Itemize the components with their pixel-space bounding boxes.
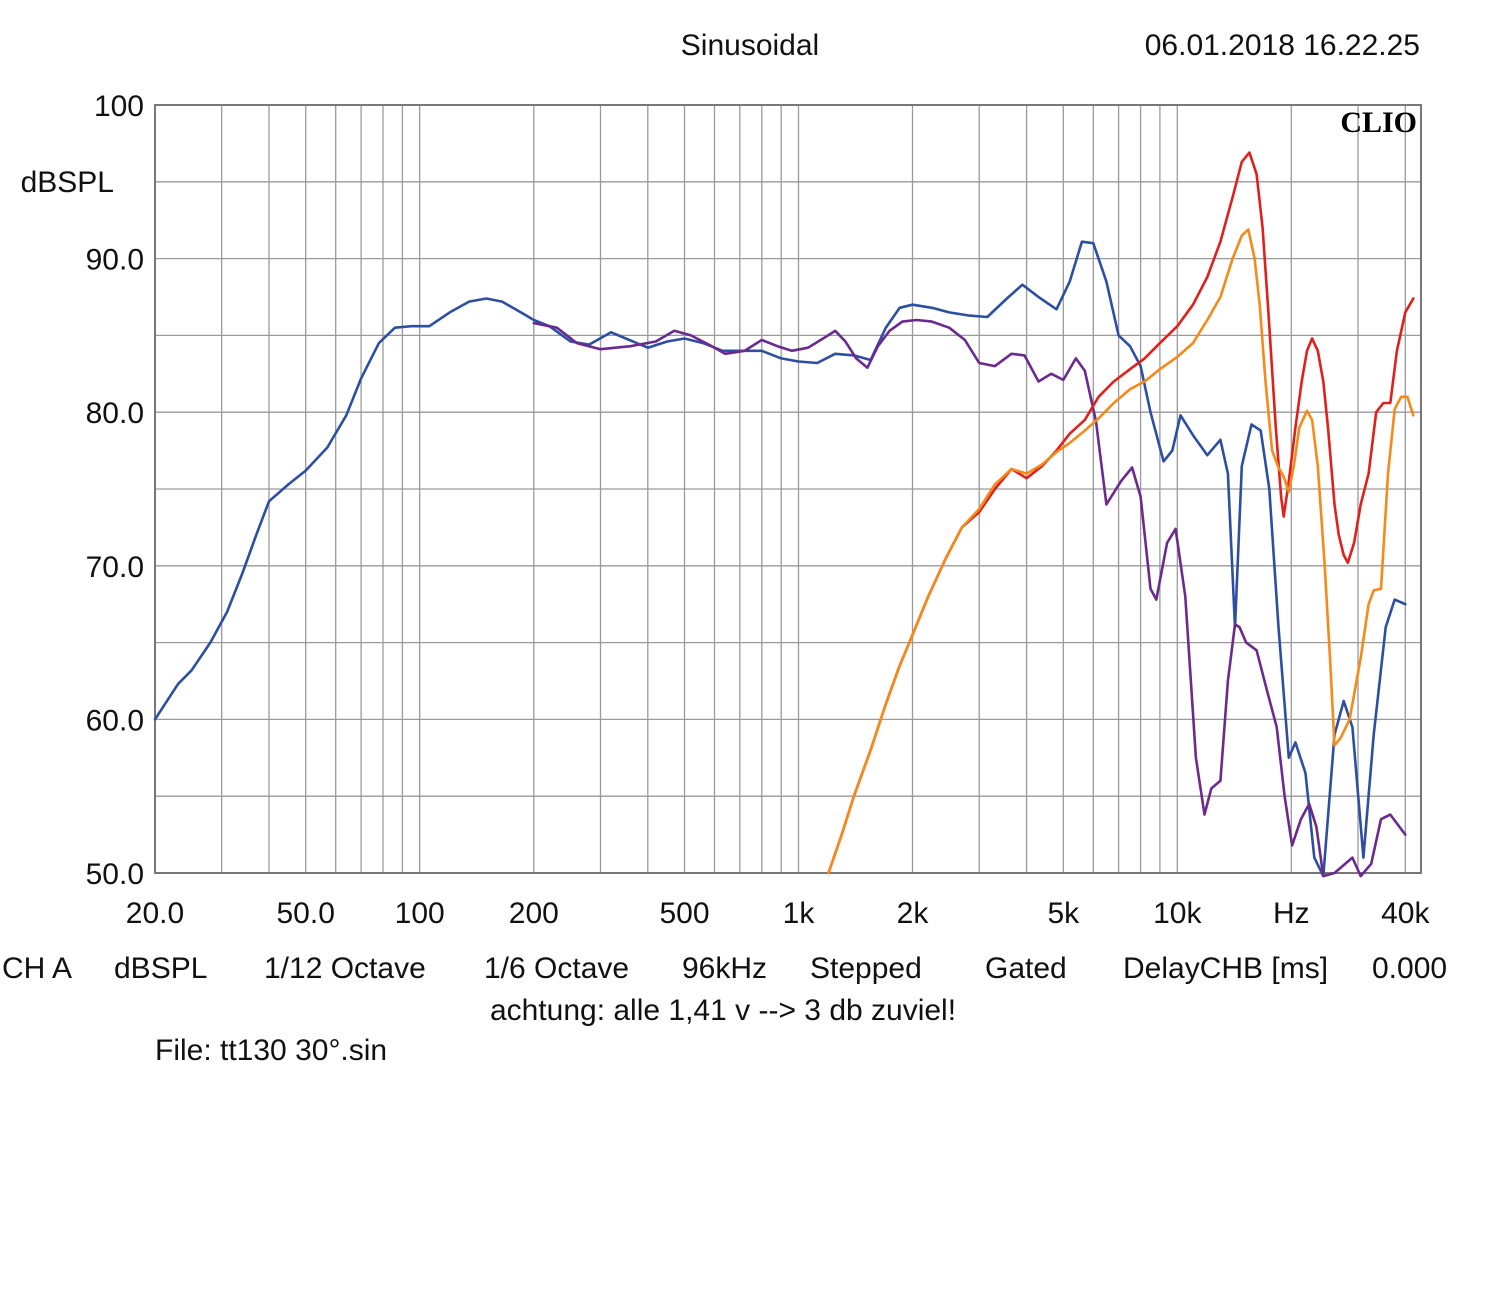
x-tick-labels: 20.0 50.0 100 200 500 1k 2k 5k 10k Hz 40k (126, 897, 1431, 930)
x-tick-label: Hz (1273, 897, 1310, 930)
x-tick-label: 500 (659, 897, 709, 930)
chart-series (153, 151, 1415, 878)
measurement-datetime: 06.01.2018 16.22.25 (1145, 29, 1420, 62)
x-tick-label: 5k (1047, 897, 1080, 930)
setting-sample-rate: 96kHz (682, 952, 768, 985)
x-tick-label: 2k (897, 897, 930, 930)
x-tick-label: 20.0 (126, 897, 184, 930)
y-tick-labels: 100 90.0 80.0 70.0 60.0 50.0 (86, 90, 144, 891)
clio-brand-logo: CLIO (1340, 106, 1417, 139)
frequency-response-chart: Sinusoidal 06.01.2018 16.22.25 100 90.0 80… (21, 29, 1431, 930)
x-tick-label: 10k (1153, 897, 1202, 930)
x-tick-label: 50.0 (277, 897, 335, 930)
y-tick-label: 60.0 (86, 704, 144, 737)
file-name: File: tt130 30°.sin (155, 1034, 388, 1067)
chart-mode-title: Sinusoidal (681, 29, 819, 62)
plot-frame (154, 104, 1422, 874)
setting-delay-value: 0.000 (1372, 952, 1448, 985)
setting-channel: CH A (2, 952, 73, 985)
x-tick-label: 200 (509, 897, 559, 930)
setting-resolution: 1/6 Octave (484, 952, 630, 985)
y-tick-label: 70.0 (86, 551, 144, 584)
y-tick-label: 100 (94, 90, 144, 123)
chart-grid (155, 105, 1421, 873)
x-tick-label: 40k (1381, 897, 1430, 930)
series-line-4 (827, 228, 1415, 875)
y-tick-label: 50.0 (86, 858, 144, 891)
setting-smoothing: 1/12 Octave (264, 952, 426, 985)
y-tick-label: 90.0 (86, 244, 144, 277)
series-line-2 (532, 318, 1407, 878)
measurement-note: achtung: alle 1,41 v --> 3 db zuviel! (489, 994, 957, 1027)
setting-unit: dBSPL (114, 952, 208, 985)
x-tick-label: 1k (783, 897, 816, 930)
x-tick-label: 100 (395, 897, 445, 930)
measurement-settings: CH A dBSPL 1/12 Octave 1/6 Octave 96kHz … (2, 952, 1498, 1292)
setting-gating: Gated (985, 952, 1067, 985)
series-line-3 (827, 151, 1415, 875)
y-axis-unit-label: dBSPL (21, 166, 114, 199)
setting-delay-label: DelayCHB [ms] (1123, 952, 1329, 985)
series-line-1 (153, 240, 1407, 878)
setting-stepping: Stepped (810, 952, 922, 985)
y-tick-label: 80.0 (86, 397, 144, 430)
